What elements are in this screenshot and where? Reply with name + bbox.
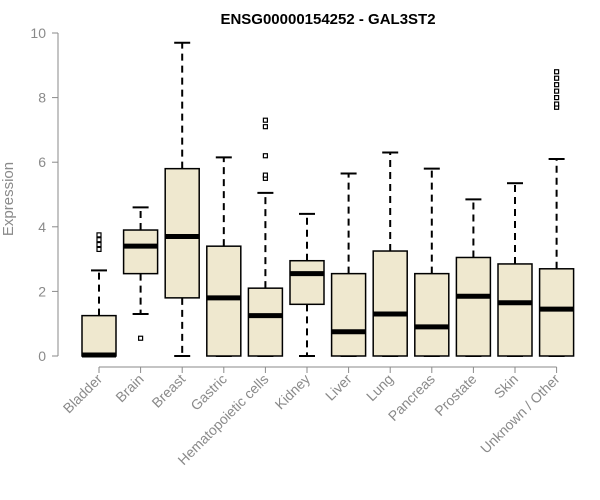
chart-title: ENSG00000154252 - GAL3ST2 bbox=[220, 11, 435, 28]
iqr-box-unknown-other bbox=[538, 268, 575, 357]
box-skin bbox=[497, 182, 533, 357]
y-tick-label-2: 2 bbox=[38, 283, 46, 299]
iqr-box-bladder bbox=[81, 314, 117, 357]
y-tick-label-6: 6 bbox=[38, 154, 46, 170]
x-tick-label-0: Bladder bbox=[60, 371, 106, 417]
box-brain bbox=[122, 206, 159, 341]
x-tick-label-7: Lung bbox=[363, 371, 396, 404]
y-axis-label: Expression bbox=[0, 162, 17, 236]
iqr-box-gastric bbox=[206, 245, 242, 357]
outlier-bladder-2 bbox=[96, 237, 102, 243]
y-tick-label-10: 10 bbox=[30, 25, 46, 41]
box-breast bbox=[164, 41, 200, 357]
outlier-bladder-1 bbox=[96, 241, 102, 248]
box-unknown-other bbox=[538, 69, 575, 357]
iqr-box-breast bbox=[164, 167, 200, 299]
box-kidney bbox=[289, 212, 325, 357]
box-hematopoietic-cells bbox=[247, 117, 284, 357]
box-prostate bbox=[455, 198, 492, 357]
outlier-hematopoietic-cells-4 bbox=[262, 117, 268, 123]
outlier-unknown-other-6 bbox=[553, 69, 560, 75]
iqr-box-liver bbox=[330, 272, 367, 357]
outlier-unknown-other-2 bbox=[553, 94, 560, 101]
x-tick-label-10: Skin bbox=[491, 371, 522, 402]
outlier-unknown-other-1 bbox=[553, 101, 560, 107]
box-bladder bbox=[81, 232, 117, 358]
outlier-unknown-other-5 bbox=[553, 75, 560, 81]
iqr-box-hematopoietic-cells bbox=[247, 287, 284, 357]
y-tick-label-8: 8 bbox=[38, 90, 46, 106]
box-lung bbox=[372, 151, 408, 357]
outlier-hematopoietic-cells-1 bbox=[262, 172, 268, 178]
x-tick-label-5: Kidney bbox=[272, 371, 314, 413]
outlier-bladder-0 bbox=[96, 246, 102, 253]
outlier-bladder-3 bbox=[96, 232, 102, 238]
iqr-box-kidney bbox=[289, 259, 325, 306]
iqr-box-pancreas bbox=[414, 272, 450, 357]
x-tick-label-9: Prostate bbox=[431, 371, 479, 419]
x-tick-label-6: Liver bbox=[322, 371, 355, 404]
outlier-unknown-other-3 bbox=[553, 88, 560, 94]
iqr-box-lung bbox=[372, 250, 408, 357]
y-tick-label-0: 0 bbox=[38, 348, 46, 364]
iqr-box-prostate bbox=[455, 256, 492, 357]
y-tick-label-4: 4 bbox=[38, 219, 46, 235]
box-pancreas bbox=[414, 167, 450, 357]
box-gastric bbox=[206, 156, 242, 357]
x-tick-label-2: Breast bbox=[148, 371, 188, 411]
outlier-brain-0 bbox=[138, 335, 144, 341]
x-tick-label-11: Unknown / Other bbox=[477, 371, 563, 457]
boxes-group bbox=[81, 41, 575, 358]
outlier-hematopoietic-cells-3 bbox=[262, 124, 268, 130]
iqr-box-brain bbox=[122, 229, 159, 275]
x-tick-label-1: Brain bbox=[112, 371, 146, 405]
iqr-box-skin bbox=[497, 263, 533, 357]
box-liver bbox=[330, 172, 367, 357]
outlier-unknown-other-4 bbox=[553, 82, 560, 88]
y-axis: 0 2 4 6 8 10 bbox=[30, 25, 59, 364]
outlier-hematopoietic-cells-2 bbox=[262, 153, 268, 159]
